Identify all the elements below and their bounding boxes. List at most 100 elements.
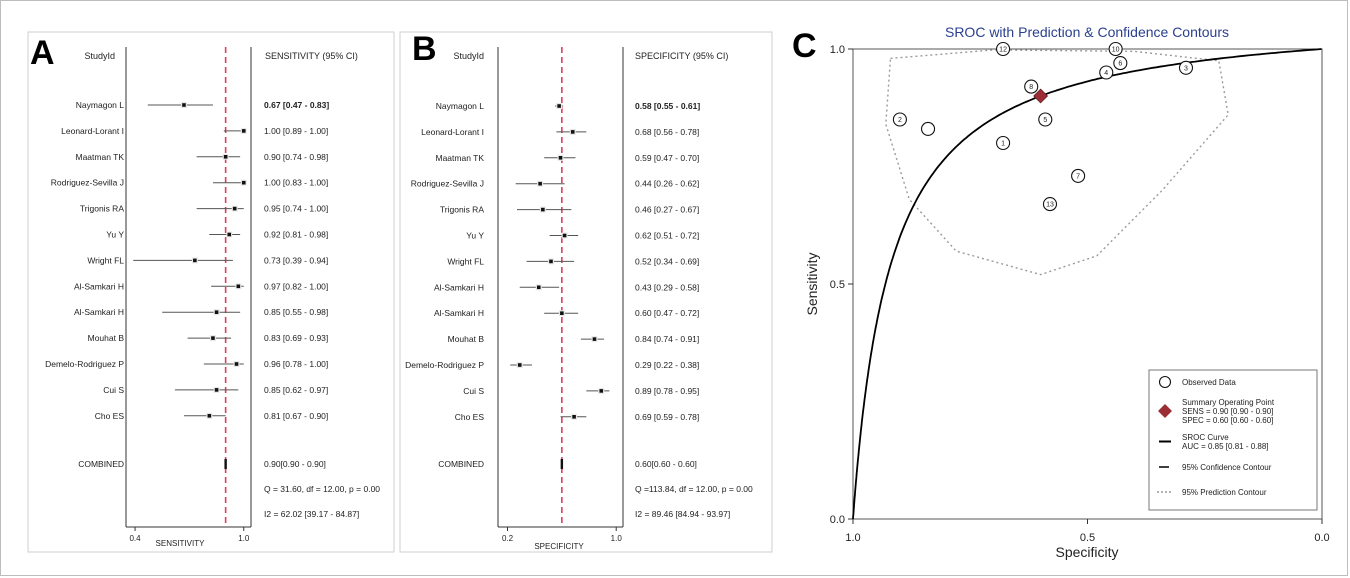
study-name: Al-Samkari H [74, 281, 124, 291]
estimate-label: 1.00 [0.89 - 1.00] [264, 126, 328, 136]
point-estimate [211, 336, 215, 340]
study-name: Maatman TK [435, 153, 484, 163]
legend-text: SENS = 0.90 [0.90 - 0.90] [1182, 407, 1273, 416]
y-tick-label: 1.0 [830, 44, 845, 56]
summary-point [1033, 88, 1049, 104]
estimate-label: 1.00 [0.83 - 1.00] [264, 178, 328, 188]
legend-text: 95% Confidence Contour [1182, 463, 1272, 472]
point-estimate [236, 284, 241, 289]
point-estimate [182, 103, 186, 107]
observed-point-label: 12 [999, 47, 1007, 54]
observed-point-label: 3 [1184, 65, 1188, 72]
y-tick-label: 0.0 [830, 514, 845, 526]
observed-point-label: 2 [898, 117, 902, 124]
panel-b-ticks: 0.2 1.0 [502, 527, 622, 543]
estimate-label: 0.85 [0.62 - 0.97] [264, 385, 328, 395]
panel-a-letter: A [30, 34, 55, 72]
combined-estimate [560, 459, 564, 469]
observed-point [1071, 168, 1086, 183]
panel-b-i2-stat: I2 = 89.46 [84.94 - 93.97] [635, 509, 730, 519]
combined-name: COMBINED [438, 459, 484, 469]
study-name: Wright FL [447, 256, 484, 266]
estimate-label: 0.58 [0.55 - 0.61] [635, 101, 700, 111]
point-estimate [536, 285, 541, 290]
combined-label: 0.90[0.90 - 0.90] [264, 459, 326, 469]
panel-c-letter: C [792, 27, 817, 65]
panel-c-y-label: Sensitivity [804, 252, 820, 315]
panel-a-col-right-header: SENSITIVITY (95% CI) [265, 51, 358, 61]
study-name: Mouhat B [448, 334, 485, 344]
observed-point-label: 6 [1118, 61, 1122, 68]
point-estimate [541, 207, 545, 212]
study-name: Cho ES [95, 411, 125, 421]
observed-point [996, 135, 1011, 151]
point-estimate [538, 181, 542, 186]
legend-diamond-symbol [1158, 404, 1172, 418]
study-name: Demelo-Rodriguez P [45, 359, 124, 369]
point-estimate [207, 414, 212, 418]
observed-point [1178, 60, 1194, 75]
legend-text: SPEC = 0.60 [0.60 - 0.60] [1182, 416, 1273, 425]
study-name: Leonard-Lorant I [421, 127, 484, 137]
panel-c-ticks: 1.0 0.5 0.0 0.0 0.5 1.0 [830, 44, 1330, 544]
panel-b-letter: B [412, 30, 437, 68]
estimate-label: 0.59 [0.47 - 0.70] [635, 153, 699, 163]
observed-point [1099, 65, 1114, 80]
observed-point-label: 8 [1029, 84, 1033, 91]
point-estimate [214, 310, 219, 314]
study-name: Cho ES [455, 412, 485, 422]
point-estimate [517, 363, 522, 367]
estimate-label: 0.60 [0.47 - 0.72] [635, 308, 699, 318]
observed-point-label: 1 [1001, 141, 1005, 148]
observed-point [1038, 112, 1053, 127]
panel-c: C SROC with Prediction & Confidence Cont… [792, 24, 1330, 560]
study-name: Cui S [103, 385, 124, 395]
legend-text: SROC Curve [1182, 433, 1229, 442]
panel-c-title: SROC with Prediction & Confidence Contou… [945, 24, 1229, 40]
estimate-label: 0.97 [0.82 - 1.00] [264, 281, 328, 291]
x-tick-label: 0.5 [1080, 532, 1095, 544]
observed-point-label: 7 [1076, 174, 1080, 181]
point-estimate [572, 415, 576, 419]
observed-point [1024, 79, 1039, 94]
estimate-label: 0.84 [0.74 - 0.91] [635, 334, 699, 344]
study-name: Trigonis RA [80, 204, 124, 214]
study-name: Al-Samkari H [434, 282, 484, 292]
panel-a-ticks: 0.4 1.0 [129, 527, 250, 543]
point-estimate [223, 155, 228, 159]
y-tick-label: 0.5 [830, 279, 845, 291]
x-tick-label: 1.0 [845, 532, 860, 544]
study-name: Cui S [463, 386, 484, 396]
combined-name: COMBINED [78, 459, 124, 469]
panel-a-x-label: SENSITIVITY [156, 539, 206, 548]
observed-point [1042, 197, 1058, 212]
panel-a-i2-stat: I2 = 62.02 [39.17 - 84.87] [264, 509, 359, 519]
estimate-label: 0.95 [0.74 - 1.00] [264, 204, 328, 214]
legend-box [1148, 369, 1318, 511]
study-name: Al-Samkari H [434, 308, 484, 318]
panel-b-border [399, 31, 773, 553]
point-estimate [234, 362, 239, 366]
legend: Observed Data Summary Operating PointSENS… [1148, 369, 1318, 511]
estimate-label: 0.85 [0.55 - 0.98] [264, 307, 328, 317]
combined-estimate [224, 459, 227, 469]
observed-point [996, 41, 1011, 57]
x-tick-label: 1.0 [611, 534, 623, 543]
legend-text: Observed Data [1182, 378, 1236, 387]
study-name: Trigonis RA [440, 205, 484, 215]
estimate-label: 0.62 [0.51 - 0.72] [635, 231, 699, 241]
estimate-label: 0.96 [0.78 - 1.00] [264, 359, 328, 369]
prediction-contour [885, 49, 1229, 276]
panel-a-q-stat: Q = 31.60, df = 12.00, p = 0.00 [264, 484, 380, 494]
estimate-label: 0.81 [0.67 - 0.90] [264, 411, 328, 421]
x-tick-label: 0.2 [502, 534, 514, 543]
legend-text: Summary Operating Point [1182, 398, 1275, 407]
legend-text: 95% Prediction Contour [1182, 488, 1267, 497]
study-name: Yu Y [466, 231, 484, 241]
point-estimate [193, 258, 197, 263]
legend-circle-symbol [1158, 375, 1172, 389]
observed-point [920, 121, 936, 136]
point-estimate [560, 311, 564, 315]
